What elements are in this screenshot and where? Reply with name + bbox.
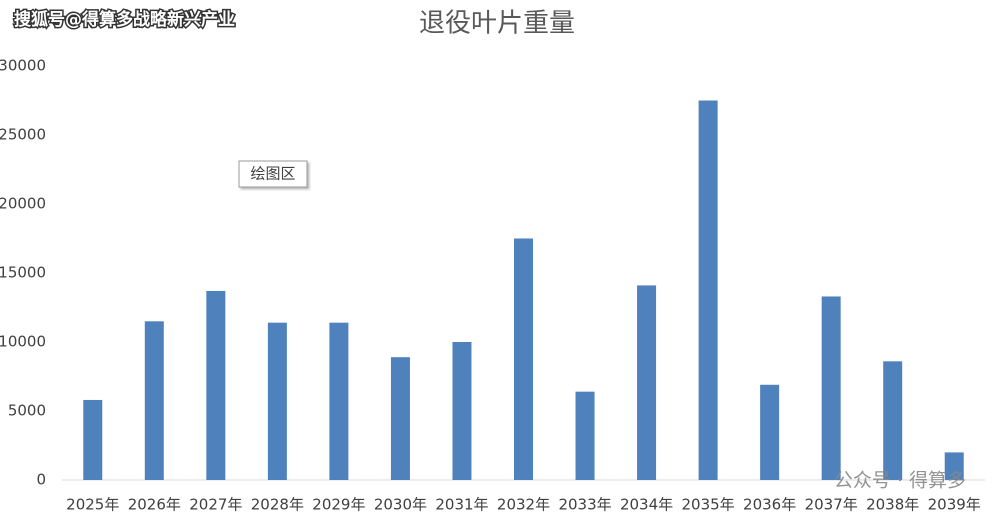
bar xyxy=(821,296,841,480)
x-tick-label: 2032年 xyxy=(497,496,550,514)
bar xyxy=(883,361,903,480)
x-tick-label: 2027年 xyxy=(189,496,242,514)
bar xyxy=(206,290,226,480)
x-tick-label: 2035年 xyxy=(682,496,735,514)
bar xyxy=(575,391,595,480)
y-tick-label: 25000 xyxy=(0,126,46,144)
x-tick-label: 2025年 xyxy=(66,496,119,514)
bar xyxy=(944,452,964,480)
bar xyxy=(83,399,103,480)
x-tick-label: 2029年 xyxy=(312,496,365,514)
bar xyxy=(698,100,718,480)
bar xyxy=(760,384,780,480)
bar xyxy=(267,322,287,480)
bar xyxy=(329,322,349,480)
tooltip-box xyxy=(238,160,308,188)
tooltip: 绘图区 xyxy=(250,165,295,183)
y-tick-label: 30000 xyxy=(0,57,46,75)
x-tick-label: 2028年 xyxy=(251,496,304,514)
x-tick-label: 2038年 xyxy=(866,496,919,514)
y-tick-label: 0 xyxy=(36,471,46,489)
watermark: 搜狐号@得算多战略新兴产业 xyxy=(14,9,235,30)
x-tick-label: 2030年 xyxy=(374,496,427,514)
x-tick-label: 2036年 xyxy=(743,496,796,514)
chart-title: 退役叶片重量 xyxy=(419,9,575,39)
y-tick-label: 5000 xyxy=(8,402,46,420)
bar xyxy=(452,342,472,480)
y-tick-label: 15000 xyxy=(0,264,46,282)
x-tick-label: 2037年 xyxy=(805,496,858,514)
x-tick-label: 2033年 xyxy=(558,496,611,514)
x-tick-label: 2034年 xyxy=(620,496,673,514)
x-tick-label: 2026年 xyxy=(128,496,181,514)
watermark: 公众号 · 得算多 xyxy=(834,470,966,492)
bar xyxy=(390,357,410,480)
x-tick-label: 2031年 xyxy=(435,496,488,514)
bar xyxy=(514,238,533,480)
y-tick-label: 10000 xyxy=(0,333,46,351)
x-tick-label: 2039年 xyxy=(928,496,981,514)
bar xyxy=(637,285,657,480)
bar xyxy=(144,321,164,480)
y-tick-label: 20000 xyxy=(0,195,46,213)
